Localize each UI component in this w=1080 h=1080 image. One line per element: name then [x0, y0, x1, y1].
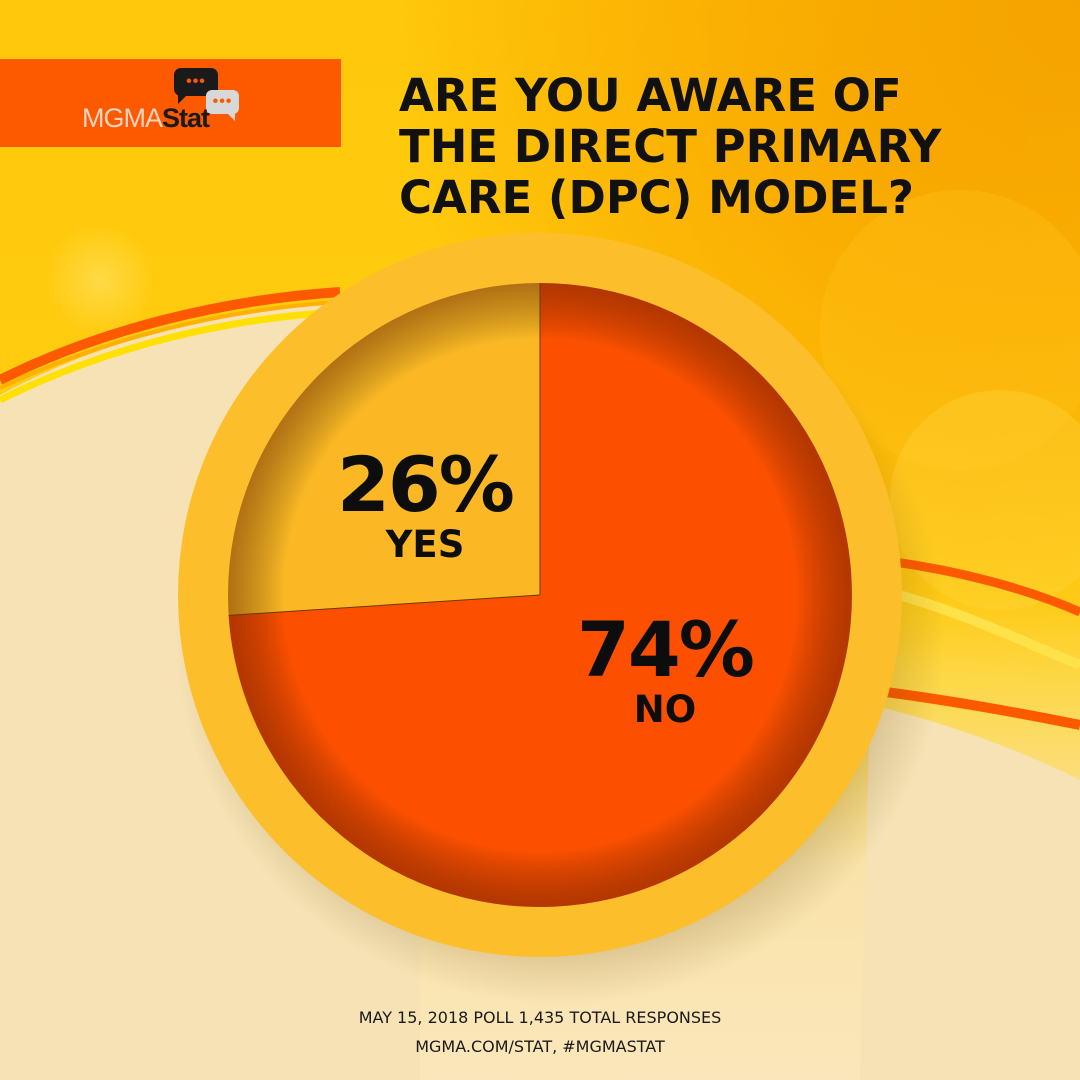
logo-wordmark-bold: Stat — [162, 103, 210, 133]
no-percentage: 74% — [577, 605, 755, 694]
chat-bubble-light-icon: ••• — [206, 90, 239, 121]
source-link: MGMA.COM/STAT, #MGMASTAT — [415, 1037, 665, 1056]
title-line-2: THE DIRECT PRIMARY — [399, 120, 942, 173]
mgma-stat-logo: ••• ••• MGMAStat — [82, 68, 262, 140]
no-answer: NO — [633, 688, 697, 731]
logo-band — [0, 59, 341, 147]
title-line-1: ARE YOU AWARE OF — [399, 69, 902, 122]
poll-info: MAY 15, 2018 POLL 1,435 TOTAL RESPONSES — [358, 1008, 722, 1027]
page-title: ARE YOU AWARE OF THE DIRECT PRIMARY CARE… — [399, 70, 1039, 223]
logo-wordmark-light: MGMA — [82, 103, 163, 133]
title-line-3: CARE (DPC) MODEL? — [399, 171, 914, 224]
pie-label-no: 74% NO — [565, 610, 765, 730]
logo-wordmark: MGMAStat — [82, 103, 210, 134]
pie-label-yes: 26% YES — [325, 445, 525, 565]
yes-percentage: 26% — [337, 440, 515, 529]
yes-answer: YES — [385, 523, 465, 566]
